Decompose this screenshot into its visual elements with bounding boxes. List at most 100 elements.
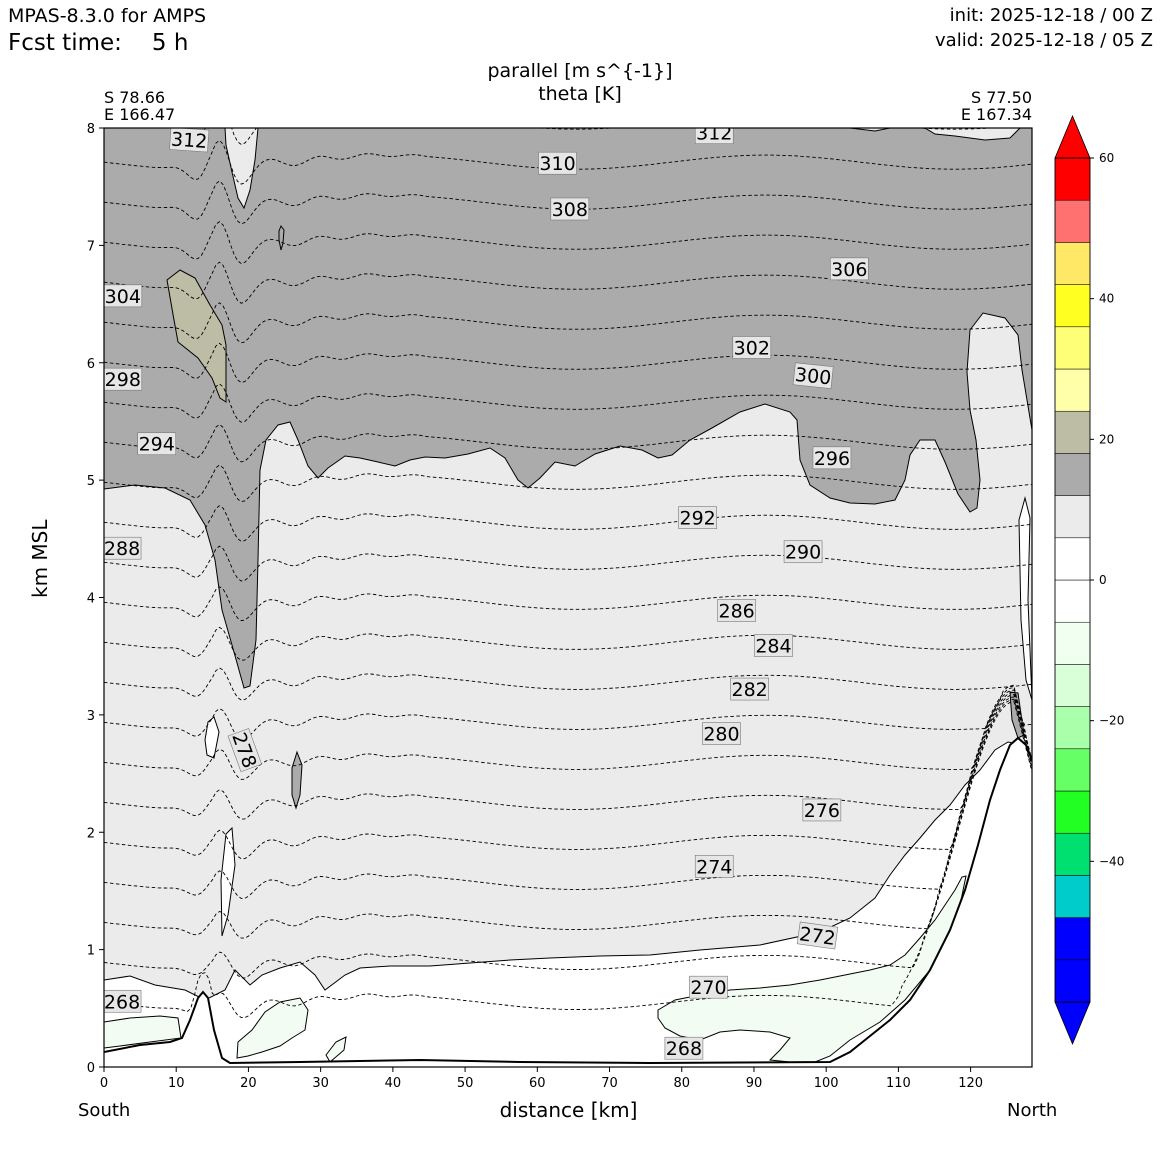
colorbar-swatch [1054,748,1091,792]
y-tick-label: 3 [87,709,95,724]
theta-label: 304 [104,284,143,308]
white-sliver-c [1018,496,1032,701]
y-tick-label: 1 [87,944,95,959]
theta-label-text: 272 [798,923,837,950]
theta-label-box [783,540,823,564]
x-axis-label: distance [km] [499,1098,638,1122]
init-time: init: 2025-12-18 / 00 Z [949,5,1153,26]
x-tick-label: 50 [457,1076,474,1091]
theta-line-278 [104,689,1032,820]
theta-label: 290 [783,540,823,564]
theta-label: 272 [796,921,839,950]
theta-line-284 [104,667,1032,701]
x-tick-label: 120 [958,1076,983,1091]
chart-subtitle: theta [K] [538,83,622,105]
y-tick-label: 7 [87,239,95,254]
theta-label-text: 306 [831,259,867,281]
light-top-right [849,128,1021,141]
theta-label-text: 282 [731,679,767,701]
terrain-fill [104,738,1032,1067]
theta-label-box [104,536,142,560]
theta-label-box [169,128,210,153]
theta-label-box [689,975,728,999]
white-sliver-a [204,716,220,759]
x-tick-label: 10 [168,1076,185,1091]
theta-label-box [694,128,734,144]
theta-label: 312 [694,123,734,145]
colorbar-swatch [1054,621,1091,665]
colorbar-max-extend [1054,114,1091,159]
theta-label: 310 [538,151,577,175]
valid-time: valid: 2025-12-18 / 05 Z [935,30,1153,51]
colorbar-swatch [1054,579,1091,623]
theta-label: 276 [802,798,842,822]
colorbar-swatch [1054,790,1091,834]
theta-label: 308 [550,197,590,221]
theta-label-text: 276 [804,800,840,822]
faint-green-mid [236,997,309,1059]
colorbar-swatch [1054,242,1091,285]
left-lat: S 78.66 [104,88,166,107]
theta-label-text: 284 [755,636,791,658]
theta-label-text: 274 [696,856,732,878]
theta-label-box [104,367,143,391]
theta-line-298 [104,383,1032,423]
theta-line-290 [104,545,1032,582]
colorbar-swatch [1054,157,1091,201]
theta-label: 298 [104,367,143,391]
theta-label-box [550,197,590,221]
theta-label-box [664,1036,704,1060]
theta-label-text: 302 [734,337,770,359]
theta-label-box [732,336,772,359]
left-lon: E 166.47 [104,105,176,124]
colorbar-tick-label: 40 [1099,292,1114,306]
colorbar-swatch [1054,832,1091,876]
theta-label-box [717,599,756,622]
theta-label-text: 268 [104,991,140,1013]
y-axis-label: km MSL [28,519,52,598]
y-tick-label: 5 [87,474,95,489]
theta-label: 286 [717,599,756,622]
theta-label-text: 268 [666,1038,702,1060]
right-lat: S 77.50 [970,88,1032,107]
theta-contours [104,128,1032,1019]
theta-label: 274 [694,854,734,878]
theta-label-box [227,728,263,773]
theta-label-box [792,362,834,389]
x-tick-label: 30 [312,1076,329,1091]
theta-label-text: 304 [105,286,141,308]
theta-label: 282 [730,677,769,701]
theta-label-text: 292 [679,508,715,530]
x-tick-label: 0 [100,1076,108,1091]
colorbar-swatch [1054,537,1091,581]
colorbar-swatch [1054,664,1091,707]
theta-label-text: 294 [139,434,175,456]
colorbar-swatch [1054,199,1091,243]
theta-label-text: 312 [170,128,208,152]
theta-label-box [538,151,577,175]
colorbar-swatch [1054,495,1091,539]
colorbar-tick-label: 60 [1099,151,1114,165]
theta-label: 292 [678,506,717,530]
theta-label: 270 [689,975,728,999]
theta-label-text: 312 [696,123,732,145]
colorbar-swatch [1054,368,1091,412]
x-tick-label: 90 [746,1076,763,1091]
chart-title: parallel [m s^{-1}] [487,60,673,82]
light-plume-top [224,128,259,210]
x-axis-ticks: 0 10 20 30 40 50 60 70 80 90 100 110 120 [100,1067,983,1091]
theta-label-box [104,989,142,1013]
theta-line-294 [104,464,1032,503]
olive-wind-region [166,269,227,403]
colorbar-swatch [1054,959,1091,1003]
colorbar-swatch [1054,326,1091,370]
theta-label-box [104,284,143,308]
theta-label: 280 [702,722,741,746]
colorbar-swatch [1054,917,1091,961]
y-axis-ticks: 0 1 2 3 4 5 6 7 8 [87,122,104,1076]
theta-line-282 [104,684,1032,741]
colorbar-swatch [1054,706,1091,750]
theta-label-box [812,446,852,470]
theta-line-300 [104,342,1032,383]
